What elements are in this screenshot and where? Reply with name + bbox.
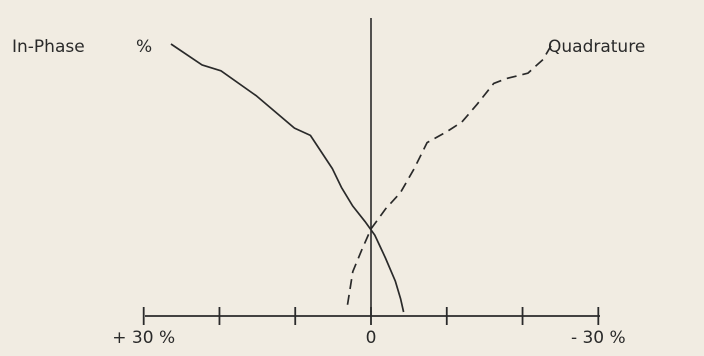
percent-label: %	[136, 37, 152, 57]
x-axis-ticks	[142, 307, 600, 325]
x-tick-label-2: - 30 %	[571, 328, 626, 348]
x-tick-label-1: 0	[366, 328, 377, 348]
series-quadrature-line	[346, 43, 553, 305]
series-in-phase-line	[170, 43, 405, 313]
x-axis-tick-labels: + 30 % 0 - 30 %	[112, 328, 625, 348]
in-phase-label: In-Phase	[12, 37, 85, 57]
series-group	[170, 43, 553, 313]
x-tick-label-0: + 30 %	[112, 328, 175, 348]
quadrature-label: Quadrature	[548, 37, 645, 57]
